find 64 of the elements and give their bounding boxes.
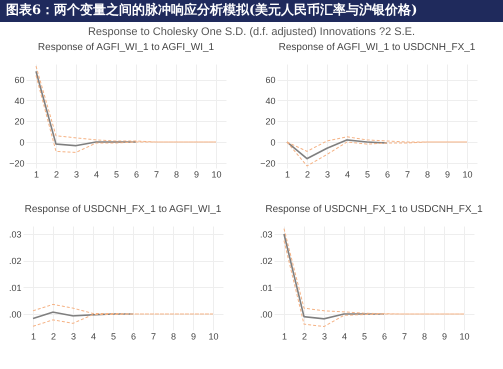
y-tick-label: 20 — [265, 116, 276, 127]
x-tick-label: 6 — [130, 332, 136, 342]
x-tick-label: 2 — [54, 170, 60, 180]
chart-title: Response of AGFI_WI_1 to AGFI_WI_1 — [38, 42, 215, 53]
chart-title: Response of USDCNH_FX_1 to AGFI_WI_1 — [24, 204, 222, 215]
y-tick-label: 40 — [265, 96, 276, 106]
x-tick-label: 5 — [364, 170, 370, 180]
x-tick-label: 8 — [424, 170, 430, 180]
x-tick-label: 9 — [194, 170, 200, 180]
x-tick-label: 5 — [114, 170, 120, 180]
chart-title: Response of AGFI_WI_1 to USDCNH_FX_1 — [278, 42, 476, 53]
x-tick-label: 7 — [150, 332, 156, 342]
x-tick-label: 4 — [94, 170, 100, 180]
x-tick-label: 3 — [322, 332, 328, 342]
y-tick-label: −20 — [260, 158, 276, 168]
x-tick-label: 10 — [459, 332, 470, 342]
x-tick-label: 3 — [74, 170, 80, 180]
x-tick-label: 4 — [342, 332, 348, 342]
y-tick-label: .01 — [8, 282, 22, 293]
x-tick-label: 4 — [90, 332, 96, 342]
x-tick-label: 4 — [344, 170, 350, 180]
x-tick-label: 1 — [34, 170, 40, 180]
x-tick-label: 1 — [30, 332, 36, 342]
y-tick-label: 60 — [265, 75, 276, 86]
y-tick-label: 0 — [19, 138, 24, 148]
x-tick-label: 8 — [170, 332, 176, 342]
x-tick-label: 9 — [442, 332, 448, 342]
y-tick-label: 0 — [270, 138, 276, 148]
text: Response to Cholesky One S.D. (d.f. adjusted) Innovations ?2 S.E. — [86, 25, 416, 40]
y-tick-label: .03 — [260, 230, 272, 240]
y-tick-label: .00 — [8, 310, 22, 320]
y-tick-label: .02 — [8, 256, 22, 266]
x-tick-label: 3 — [324, 170, 330, 180]
text: 图表6：两个变量之间的脉冲响应分析模拟(美元人民币汇率与沪银价格) — [0, 0, 503, 22]
x-tick-label: 6 — [134, 170, 140, 180]
x-tick-label: 6 — [382, 332, 388, 342]
x-tick-label: 8 — [422, 332, 428, 342]
y-tick-label: 40 — [14, 96, 24, 106]
x-tick-label: 6 — [384, 170, 390, 180]
x-tick-label: 5 — [362, 332, 368, 342]
y-tick-label: .01 — [260, 282, 272, 293]
x-tick-label: 7 — [154, 170, 160, 180]
y-tick-label: 20 — [14, 116, 24, 127]
x-tick-label: 10 — [462, 170, 473, 180]
x-tick-label: 1 — [282, 332, 288, 342]
x-tick-label: 3 — [70, 332, 76, 342]
x-tick-label: 9 — [190, 332, 196, 342]
y-tick-label: .00 — [260, 310, 272, 320]
x-tick-label: 7 — [402, 332, 408, 342]
x-tick-label: 7 — [404, 170, 410, 180]
x-tick-label: 2 — [302, 332, 308, 342]
x-tick-label: 2 — [50, 332, 56, 342]
x-tick-label: 2 — [304, 170, 310, 180]
y-tick-label: 60 — [14, 75, 24, 86]
x-tick-label: 8 — [174, 170, 180, 180]
x-tick-label: 9 — [444, 170, 450, 180]
x-tick-label: 10 — [208, 332, 219, 342]
y-tick-label: .03 — [8, 230, 22, 240]
chart-title: Response of USDCNH_FX_1 to USDCNH_FX_1 — [265, 204, 484, 215]
y-tick-label: −20 — [9, 158, 24, 168]
x-tick-label: 1 — [284, 170, 290, 180]
y-tick-label: .02 — [260, 256, 272, 266]
x-tick-label: 5 — [110, 332, 116, 342]
x-tick-label: 10 — [211, 170, 222, 180]
